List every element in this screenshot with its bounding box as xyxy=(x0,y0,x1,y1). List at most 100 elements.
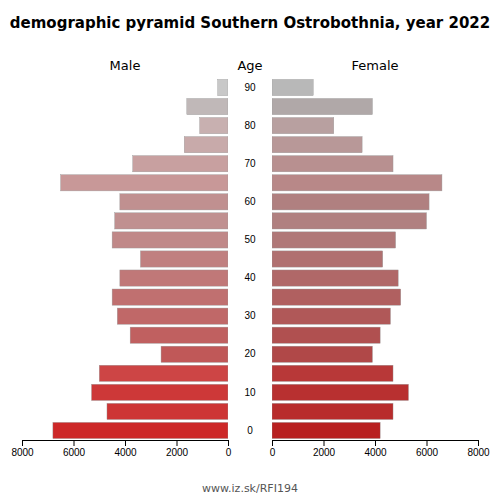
bar xyxy=(120,270,228,286)
bar xyxy=(272,232,396,248)
tick: 2000 xyxy=(166,440,189,458)
series-label: Female xyxy=(351,58,398,73)
tick-label: 4000 xyxy=(114,447,137,458)
bar xyxy=(272,137,362,153)
bar xyxy=(272,270,398,286)
bar xyxy=(61,175,228,191)
tick-label: 6000 xyxy=(416,447,439,458)
tick-mark xyxy=(177,440,178,446)
bar xyxy=(272,79,313,95)
tick-mark xyxy=(22,440,23,446)
bar xyxy=(272,422,380,438)
tick-label: 0 xyxy=(247,425,253,436)
annotation: www.iz.sk/RFI194 xyxy=(202,482,298,495)
tick: 90 xyxy=(244,82,256,93)
tick-label: 4000 xyxy=(364,447,387,458)
bar xyxy=(140,251,228,267)
tick: 0 xyxy=(270,440,276,458)
bar xyxy=(272,308,390,324)
tick-label: 6000 xyxy=(63,447,86,458)
chart: 0 2000 4000 6000 8000 0 2000 4000 6000 8000 0 10 20 3… xyxy=(0,0,500,500)
bars xyxy=(53,79,228,438)
axis-line xyxy=(273,441,479,447)
tick: 0 xyxy=(247,425,253,436)
bar xyxy=(272,365,393,381)
bar xyxy=(272,327,380,343)
bar xyxy=(112,289,228,305)
tick: 4000 xyxy=(364,440,387,458)
tick-label: 30 xyxy=(244,310,256,321)
bar xyxy=(112,232,228,248)
series-label: Male xyxy=(110,58,141,73)
tick-mark xyxy=(272,440,273,446)
x-axis: 0 2000 4000 6000 8000 xyxy=(11,440,231,458)
bar xyxy=(184,137,228,153)
tick: 8000 xyxy=(11,440,34,458)
bar xyxy=(272,213,427,229)
tick-label: 0 xyxy=(226,447,232,458)
bar xyxy=(272,289,401,305)
tick-label: 20 xyxy=(244,348,256,359)
bar xyxy=(272,98,372,114)
tick: 8000 xyxy=(467,440,490,458)
bar xyxy=(92,384,228,400)
tick-label: 70 xyxy=(244,158,256,169)
bar xyxy=(272,194,429,210)
tick-label: 40 xyxy=(244,272,256,283)
tick: 70 xyxy=(244,158,256,169)
tick-label: 80 xyxy=(244,120,256,131)
bar xyxy=(272,346,372,362)
tick: 80 xyxy=(244,120,256,131)
tick-label: 90 xyxy=(244,82,256,93)
bar xyxy=(130,327,228,343)
tick-mark xyxy=(74,440,75,446)
tick: 30 xyxy=(244,310,256,321)
tick: 20 xyxy=(244,348,256,359)
tick: 50 xyxy=(244,234,256,245)
bar xyxy=(115,213,228,229)
tick-mark xyxy=(228,440,229,446)
tick-label: 2000 xyxy=(166,447,189,458)
bar xyxy=(272,384,408,400)
tick: 4000 xyxy=(114,440,137,458)
tick-mark xyxy=(125,440,126,446)
bar xyxy=(117,308,228,324)
tick: 60 xyxy=(244,196,256,207)
tick-label: 8000 xyxy=(467,447,490,458)
tick: 10 xyxy=(244,387,256,398)
bar xyxy=(133,156,228,172)
bar xyxy=(200,118,228,134)
bar xyxy=(107,403,228,419)
bars xyxy=(272,79,442,438)
bar xyxy=(99,365,228,381)
tick-mark xyxy=(375,440,376,446)
bar xyxy=(272,156,393,172)
bar xyxy=(272,175,442,191)
tick-label: 60 xyxy=(244,196,256,207)
bar xyxy=(272,403,393,419)
tick-label: 10 xyxy=(244,387,256,398)
axis-line xyxy=(23,441,229,447)
tick-label: 8000 xyxy=(11,447,34,458)
x-axis: 0 2000 4000 6000 8000 xyxy=(270,440,490,458)
tick-mark xyxy=(324,440,325,446)
bar xyxy=(120,194,228,210)
tick-label: 2000 xyxy=(313,447,336,458)
tick: 40 xyxy=(244,272,256,283)
bar xyxy=(218,79,228,95)
tick-label: 50 xyxy=(244,234,256,245)
tick: 6000 xyxy=(63,440,86,458)
axis-title: Age xyxy=(237,58,262,73)
bar xyxy=(272,118,334,134)
bar xyxy=(272,251,383,267)
tick-mark xyxy=(478,440,479,446)
tick: 6000 xyxy=(416,440,439,458)
tick-label: 0 xyxy=(270,447,276,458)
bar xyxy=(187,98,228,114)
title: demographic pyramid Southern Ostrobothni… xyxy=(10,14,490,32)
bar xyxy=(161,346,228,362)
tick: 2000 xyxy=(313,440,336,458)
tick: 0 xyxy=(226,440,232,458)
y-axis: 0 10 20 30 40 50 60 70 80 90 xyxy=(244,82,256,436)
bar xyxy=(53,422,228,438)
